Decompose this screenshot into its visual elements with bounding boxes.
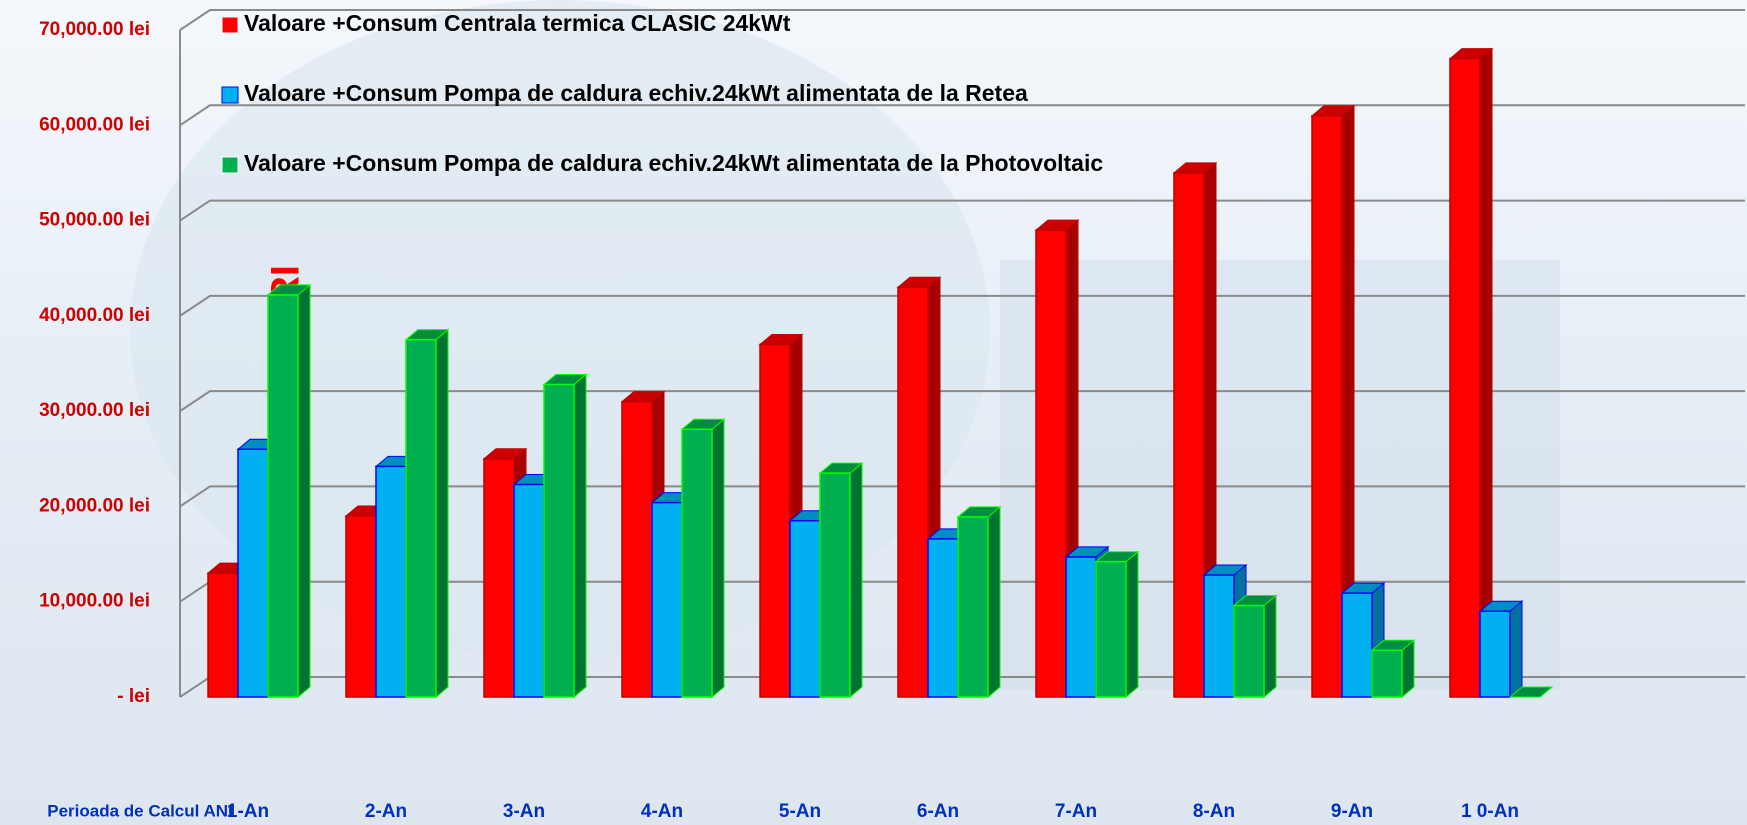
legend-label: Valoare +Consum Pompa de caldura echiv.2… bbox=[244, 150, 1103, 176]
bar-front bbox=[759, 343, 791, 698]
legend-swatch bbox=[221, 16, 239, 34]
x-tick-label: 9-An bbox=[1331, 801, 1373, 822]
x-tick-label: 1-An bbox=[227, 801, 269, 822]
grid-line bbox=[179, 199, 1745, 222]
y-tick-label: 20,000.00 lei bbox=[39, 495, 150, 516]
bar-front bbox=[237, 448, 269, 698]
bar-front bbox=[1341, 592, 1373, 698]
legend-label: Valoare +Consum Pompa de caldura echiv.2… bbox=[244, 80, 1028, 106]
bar-side bbox=[1479, 47, 1493, 699]
bar-front bbox=[1311, 115, 1343, 698]
bar-front bbox=[1035, 229, 1067, 698]
bar-front bbox=[681, 428, 713, 698]
bar bbox=[404, 328, 450, 699]
x-axis-label: Perioada de Calcul ANI bbox=[47, 801, 232, 820]
x-tick-label: 8-An bbox=[1193, 801, 1235, 822]
bar-front bbox=[621, 400, 653, 698]
bar-front bbox=[405, 338, 437, 698]
bar bbox=[818, 462, 864, 699]
bar bbox=[266, 283, 312, 699]
bar bbox=[1478, 600, 1524, 699]
bar-front bbox=[207, 572, 239, 698]
bar-front bbox=[375, 465, 407, 698]
grid-line bbox=[179, 294, 1745, 317]
bar bbox=[1034, 219, 1080, 699]
bar-front bbox=[543, 383, 575, 698]
bar-front bbox=[1479, 610, 1511, 698]
y-tick-label: 30,000.00 lei bbox=[39, 400, 150, 421]
bar-front bbox=[1371, 649, 1403, 698]
bar bbox=[1172, 161, 1218, 699]
bar-front bbox=[345, 515, 377, 698]
bar-side bbox=[297, 283, 311, 699]
bar-side bbox=[987, 505, 1001, 699]
bar-front bbox=[1095, 560, 1127, 698]
y-tick-label: 70,000.00 lei bbox=[39, 19, 150, 40]
bar-front bbox=[789, 519, 821, 698]
y-tick-label: - lei bbox=[117, 686, 150, 707]
bar-top bbox=[1508, 686, 1554, 698]
bar-front bbox=[897, 286, 929, 698]
bar-front bbox=[267, 294, 299, 698]
grid-line bbox=[179, 485, 1745, 508]
bar bbox=[542, 373, 588, 699]
bar-front bbox=[651, 501, 683, 698]
y-tick-label: 40,000.00 lei bbox=[39, 305, 150, 326]
bar-side bbox=[849, 462, 863, 699]
bar-front bbox=[1449, 57, 1481, 698]
y-tick-label: 10,000.00 lei bbox=[39, 591, 150, 612]
x-tick-label: 5-An bbox=[779, 801, 821, 822]
bar-front bbox=[1173, 172, 1205, 698]
grid-line bbox=[179, 390, 1745, 412]
bar-front bbox=[483, 458, 515, 698]
x-tick-label: 6-An bbox=[917, 801, 959, 822]
legend-label: Valoare +Consum Centrala termica CLASIC … bbox=[244, 10, 791, 36]
y-tick-label: 50,000.00 lei bbox=[39, 210, 150, 231]
y-tick-label: 60,000.00 lei bbox=[39, 114, 150, 135]
bar-side bbox=[435, 328, 449, 699]
bar bbox=[1370, 639, 1416, 699]
x-tick-label: 3-An bbox=[503, 801, 545, 822]
x-tick-label: 7-An bbox=[1055, 801, 1097, 822]
bar-front bbox=[957, 516, 989, 698]
grid-line bbox=[179, 9, 1745, 31]
bar bbox=[1232, 594, 1278, 699]
bar bbox=[680, 418, 726, 699]
bar-side bbox=[1509, 600, 1523, 699]
bar-side bbox=[711, 418, 725, 699]
legend-swatch bbox=[221, 156, 239, 174]
bar bbox=[1310, 104, 1356, 699]
bar bbox=[956, 505, 1002, 699]
bar bbox=[1094, 550, 1140, 699]
bar-front bbox=[819, 472, 851, 698]
x-tick-label: 4-An bbox=[641, 801, 683, 822]
bar-front bbox=[927, 538, 959, 698]
bar-front bbox=[513, 483, 545, 698]
x-tick-label: 2-An bbox=[365, 801, 407, 822]
bar-side bbox=[1263, 594, 1277, 699]
grid-line bbox=[179, 104, 1745, 127]
legend-swatch bbox=[221, 86, 239, 104]
bar bbox=[1448, 47, 1494, 699]
bar-front bbox=[1065, 556, 1097, 698]
x-tick-label: 1 0-An bbox=[1461, 801, 1519, 822]
bar-side bbox=[1125, 550, 1139, 699]
bar bbox=[1508, 686, 1554, 698]
bar-front bbox=[1233, 604, 1265, 698]
bar-side bbox=[573, 373, 587, 699]
bar-front bbox=[1203, 574, 1235, 698]
